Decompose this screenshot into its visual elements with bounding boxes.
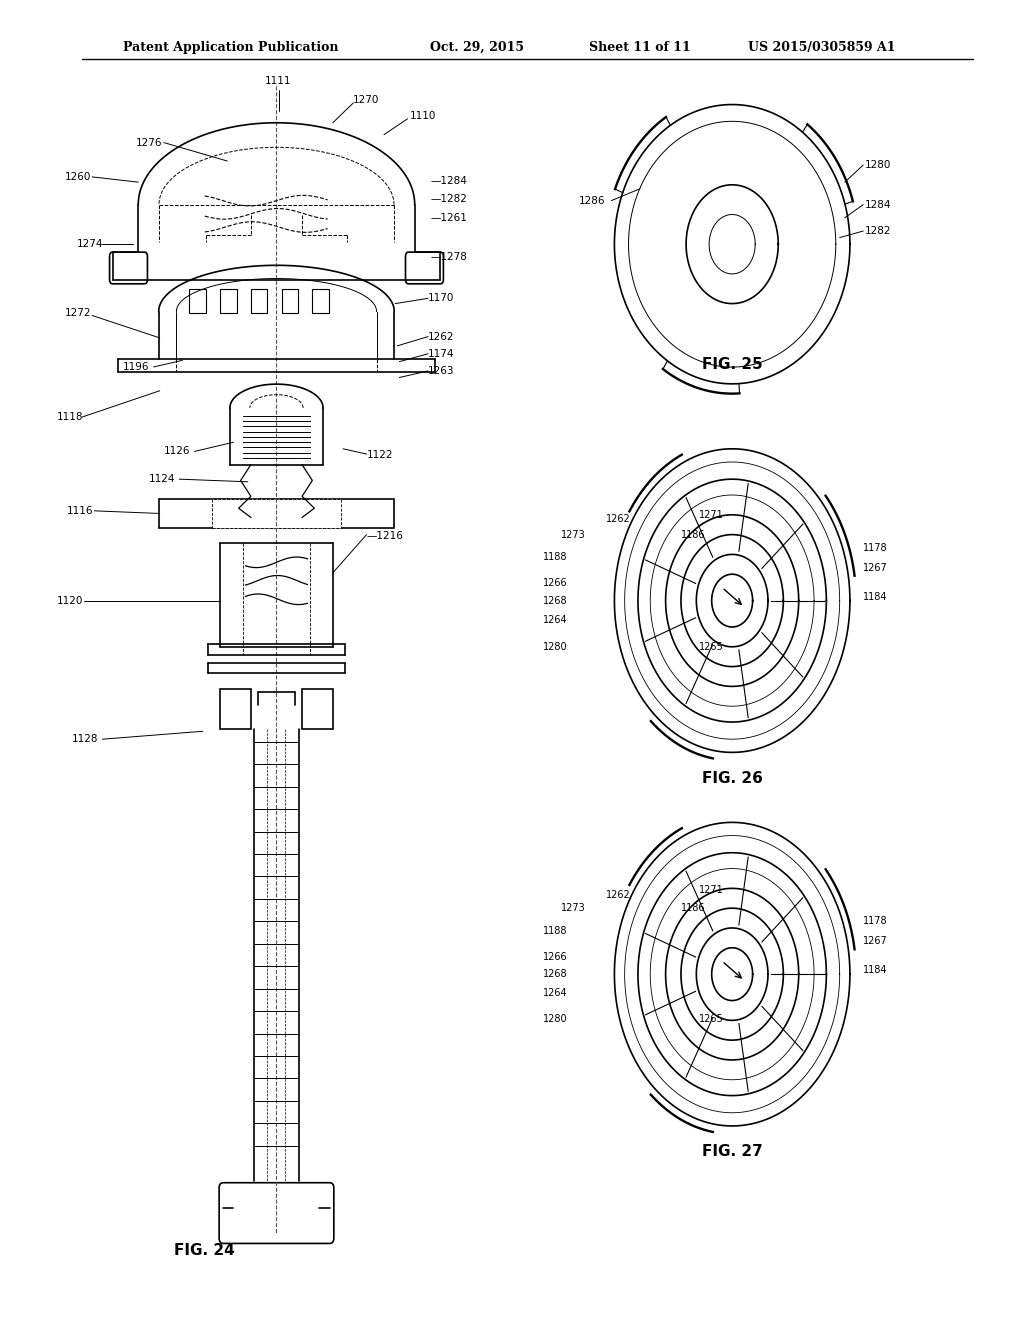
Text: 1266: 1266 (543, 952, 567, 962)
Text: 1280: 1280 (543, 642, 567, 652)
Text: —1261: —1261 (430, 213, 467, 223)
Text: 1280: 1280 (543, 1014, 567, 1024)
Text: 1280: 1280 (865, 160, 892, 170)
Text: 1122: 1122 (367, 450, 393, 461)
Bar (159, 499, 394, 528)
Text: 1170: 1170 (428, 293, 455, 304)
Bar (282, 289, 298, 313)
Text: US 2015/0305859 A1: US 2015/0305859 A1 (748, 41, 895, 54)
Text: 1265: 1265 (699, 642, 724, 652)
Text: 1188: 1188 (543, 552, 567, 562)
Text: FIG. 26: FIG. 26 (701, 771, 763, 787)
Text: 1284: 1284 (865, 199, 892, 210)
Text: 1267: 1267 (863, 936, 888, 946)
Text: 1126: 1126 (164, 446, 190, 457)
Text: 1272: 1272 (65, 308, 91, 318)
Text: 1268: 1268 (543, 969, 567, 979)
Text: 1273: 1273 (561, 903, 586, 913)
Text: 1274: 1274 (77, 239, 103, 249)
Text: 1276: 1276 (136, 137, 163, 148)
Text: 1271: 1271 (699, 884, 724, 895)
Bar (212, 499, 341, 528)
Text: 1262: 1262 (428, 331, 455, 342)
Text: —1278: —1278 (430, 252, 467, 263)
Bar (302, 689, 333, 729)
Text: 1273: 1273 (561, 529, 586, 540)
Text: 1271: 1271 (699, 510, 724, 520)
Text: FIG. 25: FIG. 25 (701, 356, 763, 372)
Text: Sheet 11 of 11: Sheet 11 of 11 (589, 41, 690, 54)
Text: 1128: 1128 (72, 734, 98, 744)
Text: 1178: 1178 (863, 916, 888, 927)
Text: —1282: —1282 (430, 194, 467, 205)
Text: 1124: 1124 (148, 474, 175, 484)
Text: 1196: 1196 (123, 362, 150, 372)
Text: 1111: 1111 (265, 75, 292, 86)
Text: 1186: 1186 (681, 529, 706, 540)
Text: 1268: 1268 (543, 595, 567, 606)
Bar (220, 289, 237, 313)
Bar (251, 289, 267, 313)
FancyBboxPatch shape (110, 252, 147, 284)
Text: 1264: 1264 (543, 987, 567, 998)
Bar (189, 289, 206, 313)
Text: FIG. 24: FIG. 24 (174, 1242, 236, 1258)
Text: 1188: 1188 (543, 925, 567, 936)
Bar (312, 289, 329, 313)
Text: 1118: 1118 (56, 412, 83, 422)
Text: 1184: 1184 (863, 591, 888, 602)
Bar (220, 689, 251, 729)
Text: 1178: 1178 (863, 543, 888, 553)
Text: 1116: 1116 (67, 506, 93, 516)
Text: 1110: 1110 (410, 111, 436, 121)
Text: 1286: 1286 (579, 195, 605, 206)
Text: 1186: 1186 (681, 903, 706, 913)
Text: 1260: 1260 (65, 172, 91, 182)
Text: —1284: —1284 (430, 176, 467, 186)
Text: 1267: 1267 (863, 562, 888, 573)
Circle shape (297, 511, 307, 524)
Text: 1263: 1263 (428, 366, 455, 376)
Text: 1262: 1262 (606, 890, 631, 900)
FancyBboxPatch shape (219, 1183, 334, 1243)
Text: Patent Application Publication: Patent Application Publication (123, 41, 338, 54)
Text: 1184: 1184 (863, 965, 888, 975)
Text: Oct. 29, 2015: Oct. 29, 2015 (430, 41, 524, 54)
Text: 1265: 1265 (699, 1014, 724, 1024)
Text: —1216: —1216 (367, 531, 403, 541)
Text: 1262: 1262 (606, 513, 631, 524)
Text: 1270: 1270 (353, 95, 380, 106)
FancyBboxPatch shape (406, 252, 443, 284)
Text: FIG. 27: FIG. 27 (701, 1143, 763, 1159)
Text: 1282: 1282 (865, 226, 892, 236)
Text: 1120: 1120 (56, 595, 83, 606)
Text: 1174: 1174 (428, 348, 455, 359)
Circle shape (246, 511, 256, 524)
Text: 1266: 1266 (543, 578, 567, 589)
Text: 1264: 1264 (543, 615, 567, 626)
